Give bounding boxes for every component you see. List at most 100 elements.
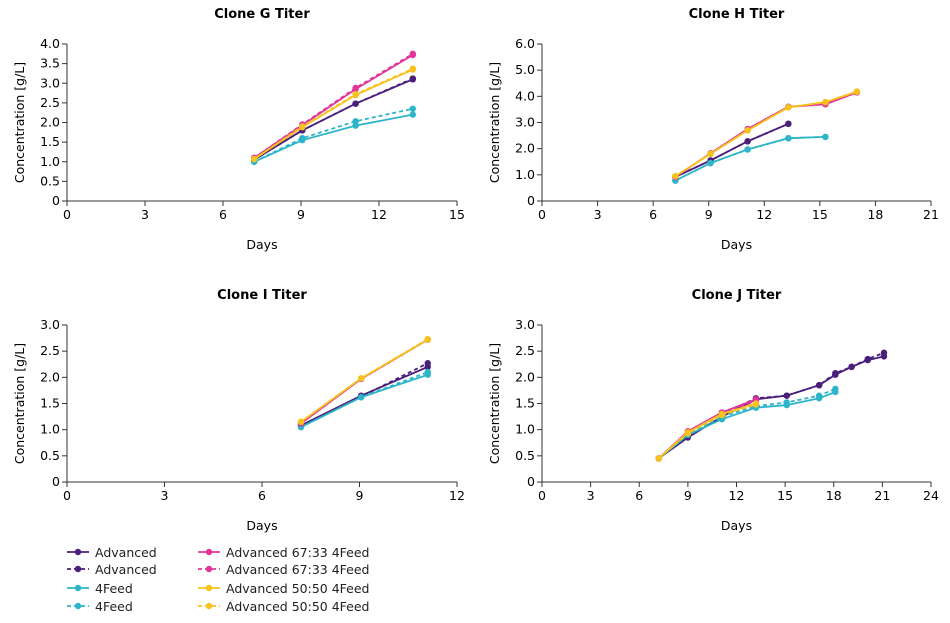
x-tick-label: 21 <box>874 488 890 503</box>
x-tick-label: 6 <box>635 488 643 503</box>
data-point <box>744 127 751 134</box>
legend-marker <box>205 548 213 556</box>
legend-marker <box>205 602 213 610</box>
legend-label: Advanced 50:50 4Feed <box>226 598 370 614</box>
x-tick-label: 3 <box>587 488 595 503</box>
y-tick-label: 1.0 <box>515 422 535 437</box>
data-point <box>832 369 839 377</box>
series-4feed-solid <box>297 371 431 431</box>
data-point <box>880 349 888 356</box>
x-axis-label: Days <box>246 237 277 252</box>
data-point <box>672 172 679 180</box>
y-tick-label: 0 <box>52 193 60 208</box>
series-advanced-67-33-4feed-dashed <box>672 89 861 181</box>
x-tick-label: 12 <box>449 488 465 503</box>
data-point <box>853 88 861 95</box>
y-tick-label: 2.5 <box>40 95 60 110</box>
series-line <box>300 362 429 427</box>
legend-swatch-icon <box>67 602 89 610</box>
x-tick-label: 12 <box>729 488 745 503</box>
legend-marker <box>74 548 82 556</box>
series-4feed-solid <box>655 388 839 462</box>
legend-label: Advanced 67:33 4Feed <box>226 561 370 577</box>
legend-label: Advanced 67:33 4Feed <box>226 544 370 560</box>
data-point <box>424 335 431 343</box>
data-point <box>352 84 359 92</box>
chart-title: Clone I Titer <box>217 288 307 303</box>
y-tick-label: 1.5 <box>40 134 60 149</box>
data-point <box>832 385 839 393</box>
data-point <box>299 135 306 142</box>
x-tick-label: 15 <box>812 207 828 222</box>
series-line <box>253 77 414 161</box>
data-point <box>352 100 359 107</box>
series-line <box>674 122 789 178</box>
x-tick-label: 9 <box>297 207 305 222</box>
data-point <box>707 150 714 158</box>
x-tick-label: 3 <box>594 207 602 222</box>
series-line <box>253 67 414 160</box>
x-axis-label: Days <box>721 237 752 252</box>
data-point <box>718 411 726 419</box>
chart-title: Clone G Titer <box>214 7 310 22</box>
series-line <box>658 355 885 460</box>
series-advanced-67-33-4feed-solid <box>672 89 861 181</box>
data-point <box>864 355 871 363</box>
series-line <box>300 371 429 428</box>
y-tick-label: 6.0 <box>515 36 535 51</box>
legend-label: 4Feed <box>95 598 133 614</box>
x-tick-label: 18 <box>826 488 842 503</box>
data-point <box>409 105 416 112</box>
legend-item: Advanced 50:50 4Feed <box>198 580 370 596</box>
data-point <box>684 430 692 437</box>
y-tick-label: 2.0 <box>40 115 60 130</box>
y-tick-label: 1.0 <box>40 422 60 437</box>
series-advanced-solid <box>672 120 792 181</box>
y-tick-label: 0 <box>52 474 60 489</box>
x-tick-label: 15 <box>777 488 793 503</box>
x-axis-label: Days <box>246 518 277 533</box>
y-tick-label: 2.5 <box>40 343 60 358</box>
data-point <box>409 65 416 72</box>
series-line <box>658 403 757 460</box>
series-line <box>300 373 429 428</box>
x-tick-label: 0 <box>538 207 546 222</box>
y-tick-label: 3.0 <box>40 75 60 90</box>
x-tick-label: 15 <box>449 207 465 222</box>
x-tick-label: 0 <box>538 488 546 503</box>
data-point <box>409 50 416 58</box>
data-point <box>785 135 792 142</box>
x-tick-label: 24 <box>923 488 939 503</box>
data-point <box>785 104 792 111</box>
legend-swatch-icon <box>67 584 89 592</box>
legend-swatch-icon <box>67 565 89 573</box>
series-advanced-50-50-4feed-dashed <box>672 88 861 180</box>
data-point <box>357 375 365 382</box>
y-tick-label: 0.5 <box>40 448 60 463</box>
legend-item: Advanced 67:33 4Feed <box>198 561 370 577</box>
data-point <box>707 159 714 167</box>
y-tick-label: 1.0 <box>40 154 60 169</box>
data-point <box>815 392 823 399</box>
series-line <box>658 388 836 460</box>
y-tick-label: 4.0 <box>515 88 535 103</box>
legend-swatch-icon <box>198 584 220 592</box>
y-axis-label: Concentration [g/L] <box>487 62 502 183</box>
legend-item: Advanced 50:50 4Feed <box>198 598 370 614</box>
series-line <box>253 53 414 159</box>
y-tick-label: 0 <box>527 193 535 208</box>
data-point <box>409 111 416 118</box>
series-line <box>674 135 826 182</box>
legend-marker <box>205 584 213 592</box>
data-point <box>424 368 431 376</box>
legend-item: 4Feed <box>67 598 133 614</box>
legend-marker <box>74 565 82 573</box>
data-point <box>352 91 359 98</box>
series-line <box>658 400 757 460</box>
y-tick-label: 3.0 <box>515 115 535 130</box>
series-line <box>658 402 757 460</box>
x-tick-label: 9 <box>684 488 692 503</box>
data-point <box>251 155 258 163</box>
x-tick-label: 6 <box>219 207 227 222</box>
y-tick-label: 0.5 <box>515 448 535 463</box>
